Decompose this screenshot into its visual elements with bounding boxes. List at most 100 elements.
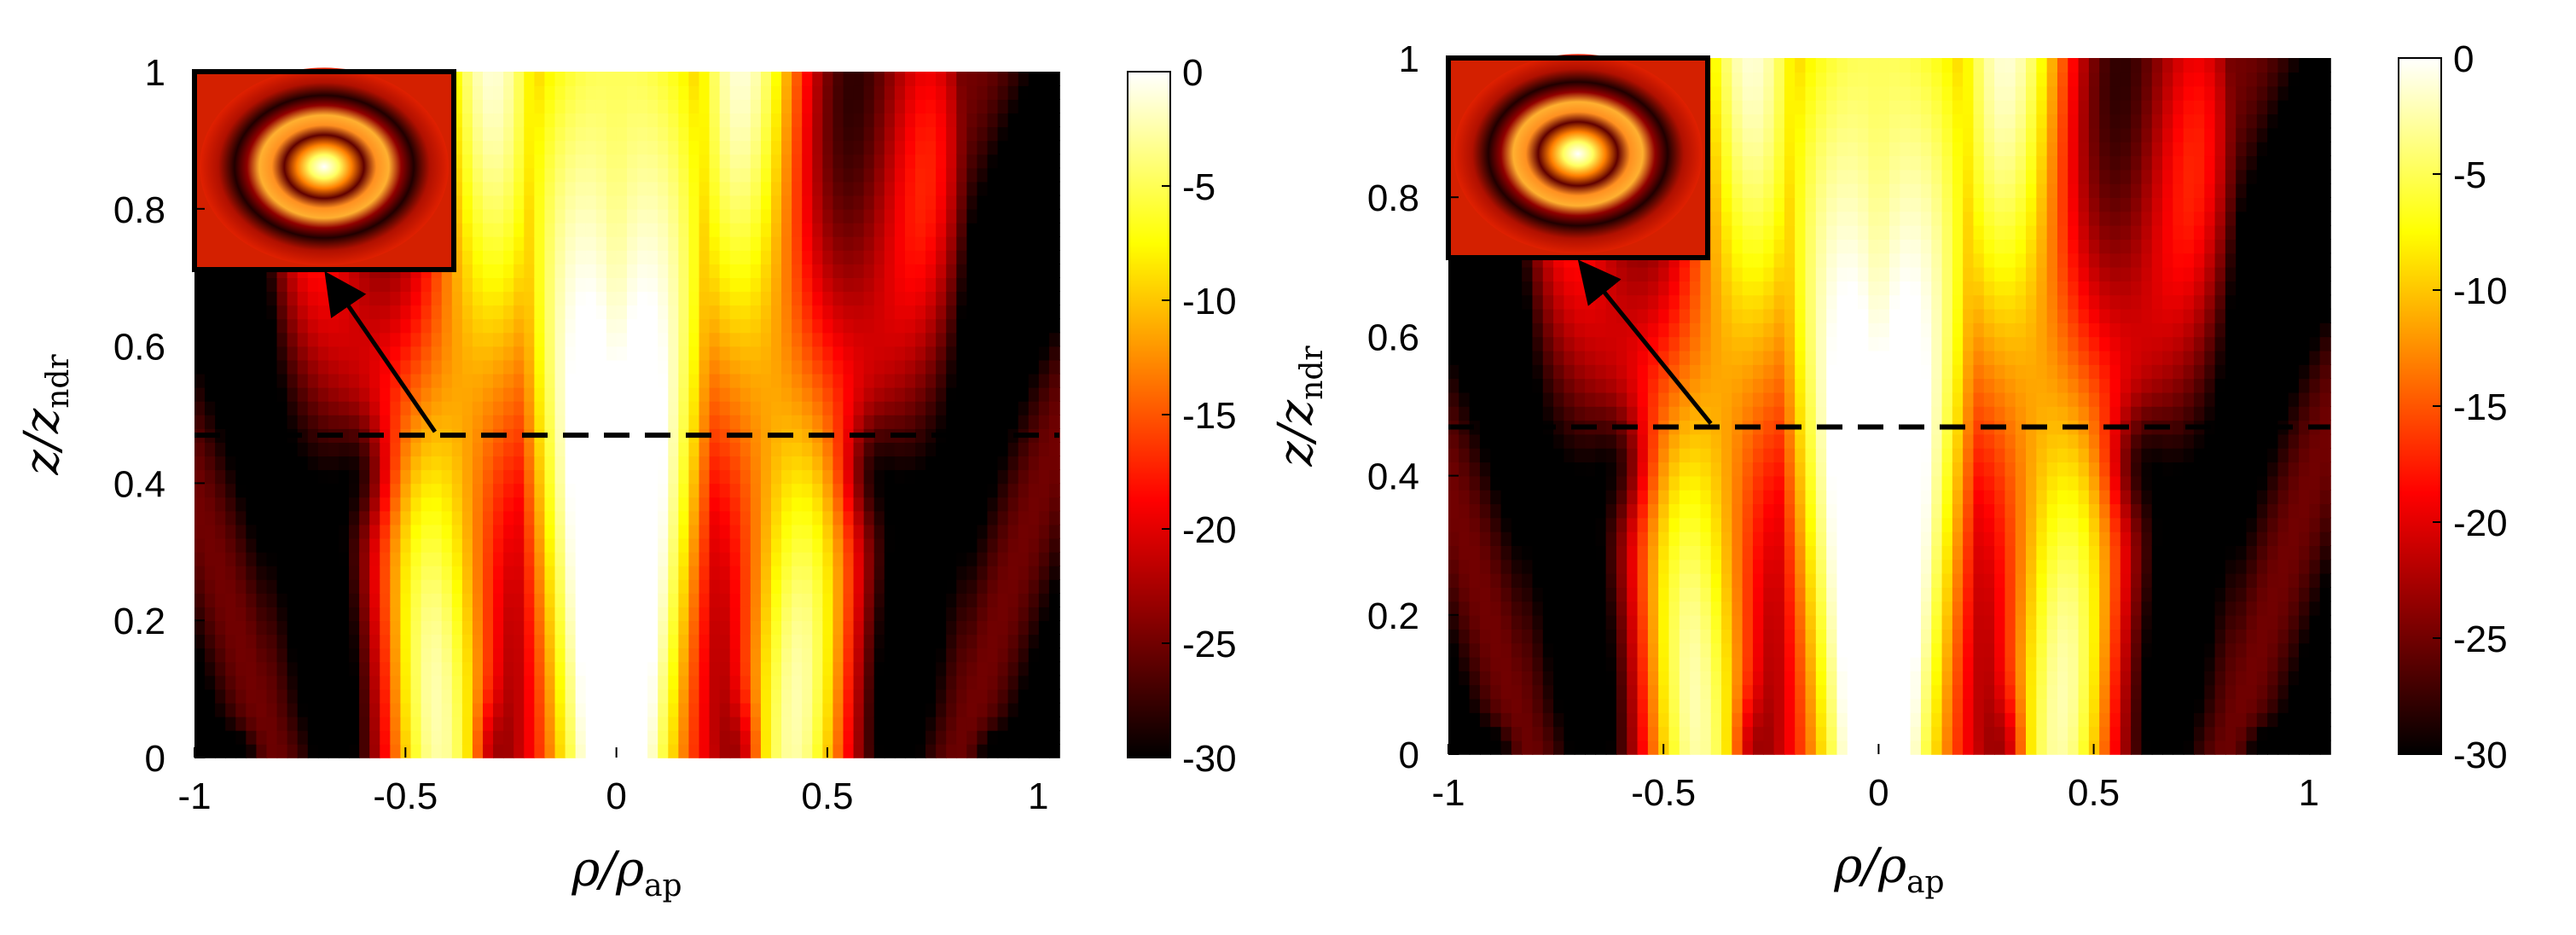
heatmap-cell [1018, 688, 1030, 704]
heatmap-cell [1595, 614, 1607, 630]
heatmap-cell [873, 442, 885, 457]
heatmap-cell [1018, 264, 1030, 278]
heatmap-cell [1018, 72, 1030, 86]
heatmap-cell [1018, 318, 1030, 334]
heatmap-cell [1028, 729, 1040, 745]
heatmap-cell [1553, 447, 1565, 463]
heatmap-cell [246, 497, 258, 512]
heatmap-cell [1595, 475, 1607, 491]
heatmap-cell [873, 113, 885, 128]
heatmap-cell [925, 332, 937, 347]
heatmap-cell [658, 359, 670, 375]
heatmap-cell [1448, 629, 1460, 644]
x-tick-label: 0.5 [801, 775, 853, 817]
heatmap-cell [627, 222, 638, 237]
heatmap-cell [1532, 614, 1544, 630]
heatmap-cell [235, 456, 247, 471]
heatmap-cell [307, 688, 319, 704]
heatmap-cell [863, 195, 875, 210]
heatmap-cell [873, 400, 885, 415]
heatmap-cell [513, 456, 525, 471]
heatmap-cell [1490, 462, 1502, 477]
heatmap-cell [668, 113, 680, 128]
heatmap-cell [627, 716, 638, 731]
heatmap-cell [740, 386, 751, 402]
heatmap-cell [637, 593, 648, 607]
heatmap-cell [936, 373, 948, 388]
heatmap-cell [822, 181, 834, 196]
heatmap-cell [1542, 531, 1554, 546]
heatmap-cell [339, 620, 350, 636]
heatmap-cell [1028, 181, 1040, 196]
heatmap-cell [668, 428, 680, 443]
heatmap-cell [904, 291, 916, 306]
heatmap-cell [472, 428, 484, 443]
heatmap-cell [688, 386, 700, 402]
heatmap-cell [873, 99, 885, 114]
heatmap-cell [339, 318, 350, 334]
heatmap-cell [266, 400, 278, 415]
heatmap-cell [1479, 629, 1492, 644]
heatmap-cell [1511, 336, 1523, 351]
heatmap-cell [575, 551, 587, 566]
heatmap-cell [339, 469, 350, 485]
heatmap-cell [1490, 642, 1502, 658]
heatmap-cell [349, 415, 360, 429]
heatmap-cell [904, 181, 916, 196]
heatmap-cell [658, 702, 670, 717]
heatmap-cell [554, 524, 566, 539]
heatmap-cell [205, 442, 216, 457]
heatmap-cell [472, 661, 484, 677]
heatmap-cell [565, 250, 577, 264]
heatmap-cell [317, 688, 329, 704]
heatmap-cell [472, 359, 484, 375]
heatmap-cell [884, 373, 896, 388]
heatmap-cell [1007, 607, 1019, 621]
heatmap-cell [493, 222, 504, 237]
heatmap-cell [317, 442, 329, 457]
heatmap-cell [822, 607, 834, 621]
heatmap-cell [709, 99, 721, 114]
panel-left: -1 -0.5 0 0.5 100.20.40.60.81ρ/ρapz/zndr0-5-… [15, 52, 1237, 903]
heatmap-cell [1500, 392, 1512, 407]
heatmap-cell [627, 565, 638, 580]
heatmap-cell [688, 305, 700, 320]
heatmap-cell [658, 318, 670, 334]
heatmap-cell [369, 400, 381, 415]
heatmap-cell [554, 497, 566, 512]
heatmap-cell [225, 332, 237, 347]
heatmap-cell [977, 277, 989, 293]
heatmap-cell [595, 235, 607, 251]
heatmap-cell [493, 72, 504, 86]
heatmap-cell [977, 688, 989, 704]
heatmap-cell [349, 702, 360, 717]
heatmap-cell [627, 675, 638, 690]
heatmap-cell [760, 400, 772, 415]
heatmap-cell [1038, 415, 1050, 429]
heatmap-cell [1500, 587, 1512, 602]
heatmap-cell [1522, 266, 1534, 282]
heatmap-cell [1479, 433, 1492, 449]
heatmap-cell [863, 72, 875, 86]
heatmap-cell [1522, 447, 1534, 463]
heatmap-cell [843, 607, 855, 621]
heatmap-cell [544, 497, 556, 512]
heatmap-cell [513, 346, 525, 361]
heatmap-cell [287, 346, 299, 361]
heatmap-cell [729, 729, 741, 745]
heatmap-cell [781, 442, 792, 457]
heatmap-cell [461, 578, 473, 594]
heatmap-cell [884, 359, 896, 375]
heatmap-cell [833, 85, 844, 100]
heatmap-cell [1028, 222, 1040, 237]
heatmap-cell [565, 72, 577, 86]
heatmap-cell [873, 140, 885, 155]
heatmap-cell [461, 415, 473, 429]
heatmap-cell [359, 743, 371, 758]
heatmap-cell [472, 154, 484, 169]
heatmap-cell [884, 140, 896, 155]
heatmap-cell [873, 702, 885, 717]
heatmap-cell [936, 291, 948, 306]
heatmap-cell [853, 729, 865, 745]
heatmap-cell [750, 510, 762, 526]
